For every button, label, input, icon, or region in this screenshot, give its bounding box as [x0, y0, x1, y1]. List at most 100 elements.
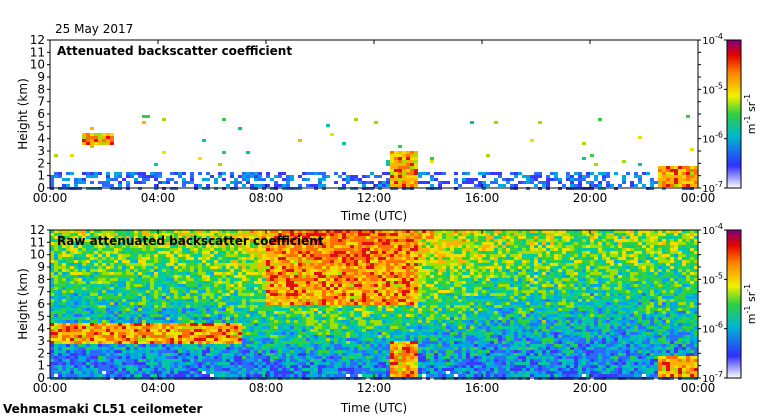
backscatter-cell	[202, 332, 206, 335]
backscatter-cell	[186, 269, 190, 272]
backscatter-cell	[410, 181, 414, 184]
backscatter-cell	[122, 239, 126, 242]
backscatter-cell	[318, 257, 322, 260]
backscatter-cell	[270, 344, 274, 347]
backscatter-cell	[274, 257, 278, 260]
backscatter-cell	[74, 356, 78, 359]
backscatter-cell	[190, 296, 194, 299]
backscatter-cell	[190, 365, 194, 368]
backscatter-cell	[110, 260, 114, 263]
backscatter-cell	[134, 350, 138, 353]
backscatter-cell	[370, 287, 374, 290]
backscatter-cell	[386, 260, 390, 263]
backscatter-cell	[74, 350, 78, 353]
backscatter-cell	[322, 314, 326, 317]
backscatter-cell	[330, 275, 334, 278]
backscatter-cell	[98, 290, 102, 293]
backscatter-cell	[170, 329, 174, 332]
backscatter-cell	[82, 299, 86, 302]
backscatter-cell	[310, 368, 314, 371]
backscatter-cell	[102, 356, 106, 359]
backscatter-cell	[250, 353, 254, 356]
backscatter-cell	[318, 242, 322, 245]
backscatter-cell	[214, 344, 218, 347]
backscatter-cell	[50, 308, 54, 311]
backscatter-cell	[106, 239, 110, 242]
backscatter-cell	[370, 236, 374, 239]
backscatter-cell	[298, 302, 302, 305]
backscatter-cell	[226, 368, 230, 371]
backscatter-cell	[82, 320, 86, 323]
backscatter-cell	[290, 175, 294, 178]
backscatter-cell	[314, 359, 318, 362]
backscatter-cell	[86, 365, 90, 368]
backscatter-cell	[406, 184, 410, 187]
backscatter-cell	[314, 350, 318, 353]
backscatter-cell	[142, 296, 146, 299]
backscatter-cell	[110, 251, 114, 254]
backscatter-cell	[158, 172, 162, 175]
backscatter-cell	[182, 362, 186, 365]
backscatter-cell	[82, 350, 86, 353]
backscatter-cell	[130, 172, 134, 175]
backscatter-cell	[362, 278, 366, 281]
backscatter-cell	[282, 230, 286, 233]
backscatter-cell	[294, 338, 298, 341]
backscatter-cell	[206, 305, 210, 308]
backscatter-cell	[118, 371, 122, 374]
backscatter-cell	[230, 314, 234, 317]
backscatter-cell	[274, 290, 278, 293]
backscatter-cell	[230, 359, 234, 362]
backscatter-cell	[298, 311, 302, 314]
backscatter-cell	[482, 172, 486, 175]
backscatter-cell	[362, 347, 366, 350]
backscatter-cell	[138, 275, 142, 278]
backscatter-cell	[354, 329, 358, 332]
backscatter-cell	[362, 251, 366, 254]
backscatter-cell	[338, 341, 342, 344]
backscatter-cell	[90, 287, 94, 290]
backscatter-cell	[78, 269, 82, 272]
backscatter-cell	[58, 233, 62, 236]
backscatter-cell	[194, 233, 198, 236]
y-tick-label: 8	[37, 82, 45, 96]
backscatter-cell	[82, 308, 86, 311]
backscatter-cell	[658, 175, 662, 178]
backscatter-cell	[122, 290, 126, 293]
backscatter-cell	[366, 296, 370, 299]
backscatter-cell	[86, 320, 90, 323]
backscatter-cell	[278, 172, 282, 175]
backscatter-cell	[98, 272, 102, 275]
backscatter-cell	[162, 323, 166, 326]
backscatter-cell	[226, 239, 230, 242]
backscatter-cell	[174, 266, 178, 269]
backscatter-cell	[234, 341, 238, 344]
backscatter-cell	[222, 254, 226, 257]
backscatter-cell	[242, 323, 246, 326]
backscatter-cell	[198, 251, 202, 254]
backscatter-cell	[338, 362, 342, 365]
backscatter-cell	[138, 257, 142, 260]
backscatter-cell	[234, 374, 238, 377]
backscatter-cell	[238, 278, 242, 281]
backscatter-cell	[310, 269, 314, 272]
backscatter-cell	[122, 236, 126, 239]
backscatter-cell	[378, 299, 382, 302]
backscatter-cell	[638, 181, 642, 184]
backscatter-cell	[178, 172, 182, 175]
backscatter-cell	[102, 338, 106, 341]
backscatter-cell	[306, 299, 310, 302]
backscatter-cell	[366, 299, 370, 302]
backscatter-cell	[194, 269, 198, 272]
backscatter-cell	[138, 172, 142, 175]
backscatter-cell	[118, 239, 122, 242]
backscatter-cell	[354, 245, 358, 248]
backscatter-cell	[302, 374, 306, 377]
backscatter-cell	[222, 272, 226, 275]
backscatter-cell	[250, 269, 254, 272]
backscatter-cell	[114, 323, 118, 326]
backscatter-cell	[186, 284, 190, 287]
backscatter-cell	[354, 368, 358, 371]
backscatter-cell	[362, 293, 366, 296]
backscatter-cell	[154, 178, 158, 181]
